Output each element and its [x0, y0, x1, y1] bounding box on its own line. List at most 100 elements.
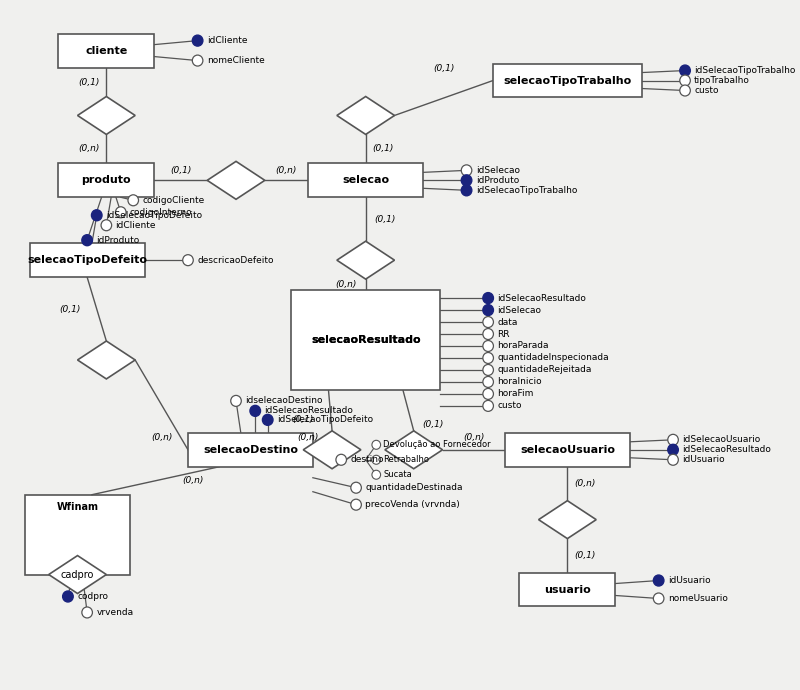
Circle shape [115, 207, 126, 218]
Text: (0,1): (0,1) [293, 415, 314, 424]
Polygon shape [78, 341, 135, 379]
Text: vrvenda: vrvenda [96, 608, 134, 617]
Circle shape [351, 482, 362, 493]
Circle shape [462, 185, 472, 196]
Text: tipoTrabalho: tipoTrabalho [694, 76, 750, 85]
Text: idSelecaoUsuario: idSelecaoUsuario [682, 435, 761, 444]
Circle shape [680, 75, 690, 86]
Text: destino: destino [350, 455, 384, 464]
FancyBboxPatch shape [58, 34, 154, 68]
Circle shape [372, 471, 381, 480]
Circle shape [483, 293, 494, 304]
Circle shape [483, 353, 494, 364]
Circle shape [668, 454, 678, 465]
Text: quantidadeDestinada: quantidadeDestinada [366, 483, 462, 492]
Text: precoVenda (vrvnda): precoVenda (vrvnda) [366, 500, 460, 509]
Text: (0,n): (0,n) [463, 433, 485, 442]
Text: (0,1): (0,1) [59, 304, 81, 313]
Text: Retrabalho: Retrabalho [383, 455, 430, 464]
Text: nomeCliente: nomeCliente [206, 56, 265, 65]
Text: idSelecaoResultado: idSelecaoResultado [264, 406, 354, 415]
Polygon shape [207, 161, 265, 199]
Circle shape [680, 85, 690, 96]
Circle shape [372, 440, 381, 449]
Text: codpro: codpro [77, 592, 108, 601]
Text: horaParada: horaParada [498, 342, 549, 351]
Circle shape [483, 317, 494, 328]
Polygon shape [337, 97, 394, 135]
Text: idUsuario: idUsuario [682, 455, 725, 464]
Text: cliente: cliente [86, 46, 127, 56]
FancyBboxPatch shape [188, 433, 313, 466]
Polygon shape [303, 431, 361, 469]
Circle shape [336, 454, 346, 465]
Text: (0,n): (0,n) [276, 166, 297, 175]
Polygon shape [49, 555, 106, 593]
Text: data: data [498, 317, 518, 326]
Circle shape [62, 591, 74, 602]
Text: idProduto: idProduto [96, 236, 139, 245]
Text: codigoCliente: codigoCliente [142, 196, 205, 205]
Circle shape [680, 65, 690, 76]
Circle shape [483, 304, 494, 315]
FancyBboxPatch shape [58, 164, 154, 197]
Text: (0,1): (0,1) [374, 215, 395, 224]
FancyBboxPatch shape [30, 243, 145, 277]
Circle shape [462, 165, 472, 176]
Text: idUsuario: idUsuario [668, 576, 710, 585]
Circle shape [483, 364, 494, 375]
Text: (0,1): (0,1) [78, 77, 100, 86]
FancyBboxPatch shape [519, 573, 615, 607]
Polygon shape [385, 431, 442, 469]
Text: horaInicio: horaInicio [498, 377, 542, 386]
Text: idSelecao: idSelecao [476, 166, 520, 175]
Text: idCliente: idCliente [115, 221, 156, 230]
Circle shape [483, 340, 494, 351]
Circle shape [654, 593, 664, 604]
Text: (0,1): (0,1) [574, 551, 595, 560]
Circle shape [462, 175, 472, 186]
Text: (0,1): (0,1) [422, 420, 444, 429]
Text: idSelecaoTipoTrabalho: idSelecaoTipoTrabalho [694, 66, 795, 75]
FancyBboxPatch shape [291, 290, 440, 390]
Text: (0,n): (0,n) [182, 476, 203, 485]
Text: (0,n): (0,n) [78, 144, 100, 153]
Text: descricaoDefeito: descricaoDefeito [197, 256, 274, 265]
Text: idSelecao: idSelecao [498, 306, 542, 315]
Text: idselecaoDestino: idselecaoDestino [245, 396, 322, 406]
Text: selecaoResultado: selecaoResultado [311, 335, 421, 345]
Text: Sucata: Sucata [383, 471, 412, 480]
Text: (0,n): (0,n) [574, 480, 595, 489]
Text: idSelecaoResultado: idSelecaoResultado [498, 293, 586, 303]
Text: custo: custo [694, 86, 718, 95]
Text: (0,n): (0,n) [298, 433, 318, 442]
Circle shape [262, 415, 273, 425]
Text: idSelecaoTipoTrabalho: idSelecaoTipoTrabalho [476, 186, 577, 195]
Text: idSelecaoTipoDefeito: idSelecaoTipoDefeito [277, 415, 373, 424]
Polygon shape [538, 501, 596, 539]
Text: cadpro: cadpro [61, 569, 94, 580]
Circle shape [654, 575, 664, 586]
Circle shape [128, 195, 138, 206]
Text: nomeUsuario: nomeUsuario [668, 594, 728, 603]
Text: idProduto: idProduto [476, 176, 519, 185]
Circle shape [192, 55, 203, 66]
Text: quantidadeRejeitada: quantidadeRejeitada [498, 366, 592, 375]
Text: quantidadeInspecionada: quantidadeInspecionada [498, 353, 609, 362]
Circle shape [483, 400, 494, 411]
Circle shape [483, 388, 494, 400]
FancyBboxPatch shape [493, 63, 642, 97]
Text: selecaoTipoTrabalho: selecaoTipoTrabalho [503, 75, 631, 86]
Circle shape [668, 444, 678, 455]
Circle shape [182, 255, 194, 266]
Circle shape [668, 434, 678, 445]
Circle shape [101, 219, 112, 230]
Text: (0,n): (0,n) [151, 433, 172, 442]
Text: idSelecaoResultado: idSelecaoResultado [682, 445, 771, 454]
Circle shape [372, 455, 381, 464]
Text: selecaoResultado: selecaoResultado [311, 335, 421, 345]
Text: (0,1): (0,1) [170, 166, 191, 175]
Text: Wfinam: Wfinam [57, 502, 98, 512]
Text: selecaoDestino: selecaoDestino [203, 445, 298, 455]
Text: (0,1): (0,1) [433, 64, 454, 73]
